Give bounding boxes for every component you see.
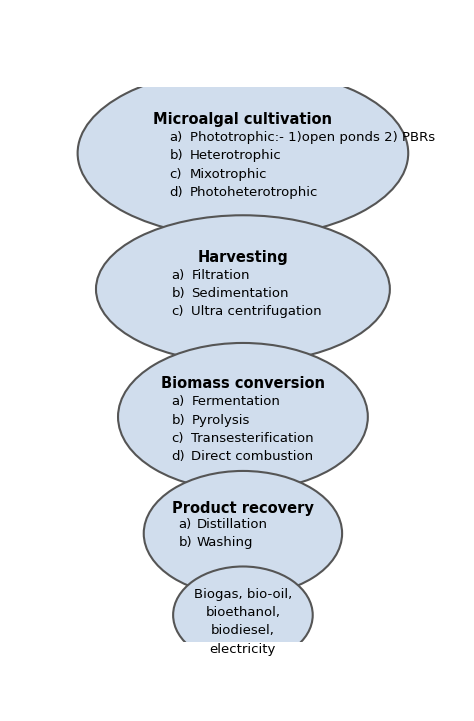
- Text: electricity: electricity: [210, 643, 276, 656]
- Text: b): b): [179, 536, 192, 549]
- Text: Ultra centrifugation: Ultra centrifugation: [191, 305, 322, 318]
- Ellipse shape: [173, 567, 313, 663]
- Text: a): a): [179, 518, 192, 531]
- Text: Distillation: Distillation: [197, 518, 268, 531]
- Ellipse shape: [78, 68, 408, 238]
- Ellipse shape: [144, 471, 342, 596]
- Text: d): d): [171, 450, 185, 463]
- Text: Microalgal cultivation: Microalgal cultivation: [154, 112, 332, 126]
- Text: d): d): [169, 186, 183, 199]
- Text: Filtration: Filtration: [191, 269, 250, 282]
- Text: c): c): [171, 432, 184, 445]
- Text: Sedimentation: Sedimentation: [191, 287, 289, 300]
- Text: Biogas, bio-oil,: Biogas, bio-oil,: [194, 588, 292, 601]
- Text: Heterotrophic: Heterotrophic: [190, 149, 282, 162]
- Text: bioethanol,: bioethanol,: [205, 606, 281, 619]
- Text: Harvesting: Harvesting: [198, 249, 288, 265]
- Ellipse shape: [118, 343, 368, 491]
- Text: b): b): [171, 287, 185, 300]
- Text: Biomass conversion: Biomass conversion: [161, 376, 325, 392]
- Text: biodiesel,: biodiesel,: [211, 624, 275, 637]
- Ellipse shape: [96, 216, 390, 363]
- Text: a): a): [171, 269, 184, 282]
- Text: a): a): [169, 131, 182, 144]
- Text: b): b): [171, 414, 185, 427]
- Text: Pyrolysis: Pyrolysis: [191, 414, 250, 427]
- Text: Fermentation: Fermentation: [191, 395, 280, 408]
- Text: b): b): [169, 149, 183, 162]
- Text: Direct combustion: Direct combustion: [191, 450, 314, 463]
- Text: Mixotrophic: Mixotrophic: [190, 167, 267, 180]
- Text: Washing: Washing: [197, 536, 254, 549]
- Text: c): c): [169, 167, 182, 180]
- Text: Product recovery: Product recovery: [172, 500, 314, 516]
- Text: c): c): [171, 305, 184, 318]
- Text: Phototrophic:- 1)open ponds 2) PBRs: Phototrophic:- 1)open ponds 2) PBRs: [190, 131, 435, 144]
- Text: Photoheterotrophic: Photoheterotrophic: [190, 186, 318, 199]
- Text: a): a): [171, 395, 184, 408]
- Text: Transesterification: Transesterification: [191, 432, 314, 445]
